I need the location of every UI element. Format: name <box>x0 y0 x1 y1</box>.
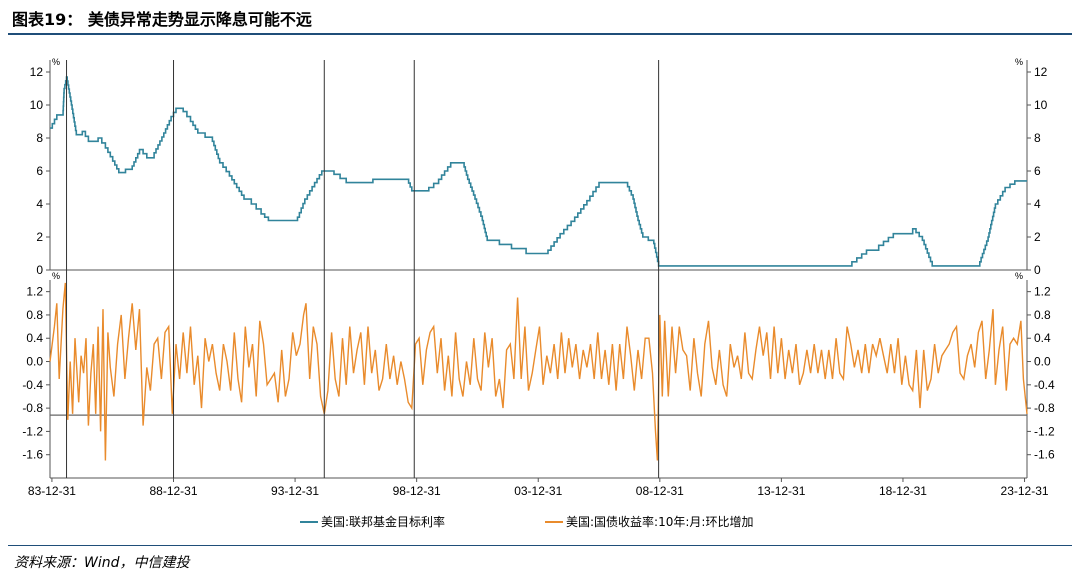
x-tick-label: 08-12-31 <box>636 484 684 498</box>
top-left-tick-label: 4 <box>36 197 43 211</box>
x-axis: 83-12-31 88-12-31 93-12-31 98-12-31 03-12-31… <box>28 478 1049 498</box>
top-right-tick-label: 8 <box>1034 131 1041 145</box>
top-right-tick-label: 6 <box>1034 164 1041 178</box>
x-tick-label: 98-12-31 <box>393 484 441 498</box>
bottom-right-tick-label: -0.4 <box>1034 378 1055 392</box>
x-tick-label: 13-12-31 <box>757 484 805 498</box>
top-left-tick-label: 8 <box>36 131 43 145</box>
bottom-right-tick-label: -0.8 <box>1034 401 1055 415</box>
bottom-left-tick-label: 0.4 <box>26 331 43 345</box>
top-panel-frame <box>49 60 1028 271</box>
fed-rate-line <box>50 76 1027 267</box>
top-left-tick-label: 0 <box>36 263 43 277</box>
bottom-panel-frame <box>49 280 1028 479</box>
top-left-unit: % <box>52 57 60 67</box>
legend-label-fed-rate: 美国:联邦基金目标利率 <box>321 514 445 529</box>
x-tick-label: 03-12-31 <box>514 484 562 498</box>
top-right-tick-label: 10 <box>1034 98 1048 112</box>
bottom-right-tick-label: 1.2 <box>1034 285 1051 299</box>
top-left-tick-label: 6 <box>36 164 43 178</box>
top-left-tick-label: 2 <box>36 230 43 244</box>
bottom-left-tick-label: 0.0 <box>26 355 43 369</box>
top-left-axis: 0 2 4 6 8 10 12% <box>30 57 60 277</box>
bottom-left-tick-label: 1.2 <box>26 285 43 299</box>
yield-change-line <box>49 282 1028 461</box>
x-tick-label: 83-12-31 <box>28 484 76 498</box>
bottom-left-unit: % <box>52 271 60 281</box>
x-tick-label: 88-12-31 <box>149 484 197 498</box>
bottom-left-axis: -1.6 -1.2 -0.8 -0.4 0.0 0.4 0.8 1.2% <box>22 271 60 462</box>
bottom-left-tick-label: -0.4 <box>22 378 43 392</box>
fed-rate-series <box>50 76 1027 267</box>
bottom-right-tick-label: -1.2 <box>1034 424 1055 438</box>
top-right-unit: % <box>1015 57 1023 67</box>
top-left-tick-label: 10 <box>30 98 44 112</box>
footer-divider <box>8 545 1072 546</box>
chart-svg: 0 2 4 6 8 10 12% 0 2 4 6 8 10 12% -1.6 -1.2 -0.8 -0.4 0.… <box>22 57 1055 529</box>
yield-change-panel: -1.6 -1.2 -0.8 -0.4 0.0 0.4 0.8 1.2% -1.6 -1.2 -0… <box>22 271 1055 498</box>
bottom-left-tick-label: -1.6 <box>22 448 43 462</box>
x-tick-label: 18-12-31 <box>879 484 927 498</box>
source-note: 资料来源：Wind，中信建投 <box>14 555 190 571</box>
top-right-tick-label: 12 <box>1034 65 1048 79</box>
bottom-right-axis: -1.6 -1.2 -0.8 -0.4 0.0 0.4 0.8 1.2% <box>1015 271 1055 462</box>
figure-title: 图表19： 美债异常走势显示降息可能不远 <box>12 10 312 29</box>
bottom-right-tick-label: -1.6 <box>1034 448 1055 462</box>
top-right-tick-label: 2 <box>1034 230 1041 244</box>
top-right-tick-label: 0 <box>1034 263 1041 277</box>
yield-change-series <box>49 282 1028 461</box>
x-tick-label: 23-12-31 <box>1001 484 1049 498</box>
bottom-right-tick-label: 0.8 <box>1034 308 1051 322</box>
legend-label-yield-change: 美国:国债收益率:10年:月:环比增加 <box>566 514 753 529</box>
bottom-right-unit: % <box>1015 271 1023 281</box>
fed-rate-panel: 0 2 4 6 8 10 12% 0 2 4 6 8 10 12% <box>30 57 1048 277</box>
bottom-left-tick-label: 0.8 <box>26 308 43 322</box>
bottom-right-tick-label: 0.4 <box>1034 331 1051 345</box>
vertical-markers <box>66 60 660 478</box>
bottom-right-tick-label: 0.0 <box>1034 355 1051 369</box>
x-tick-label: 93-12-31 <box>271 484 319 498</box>
top-right-axis: 0 2 4 6 8 10 12% <box>1015 57 1048 277</box>
bottom-left-tick-label: -0.8 <box>22 401 43 415</box>
chart-legend: 美国:联邦基金目标利率 美国:国债收益率:10年:月:环比增加 <box>300 514 753 529</box>
top-left-tick-label: 12 <box>30 65 44 79</box>
title-divider <box>8 33 1072 35</box>
bottom-left-tick-label: -1.2 <box>22 424 43 438</box>
top-right-tick-label: 4 <box>1034 197 1041 211</box>
